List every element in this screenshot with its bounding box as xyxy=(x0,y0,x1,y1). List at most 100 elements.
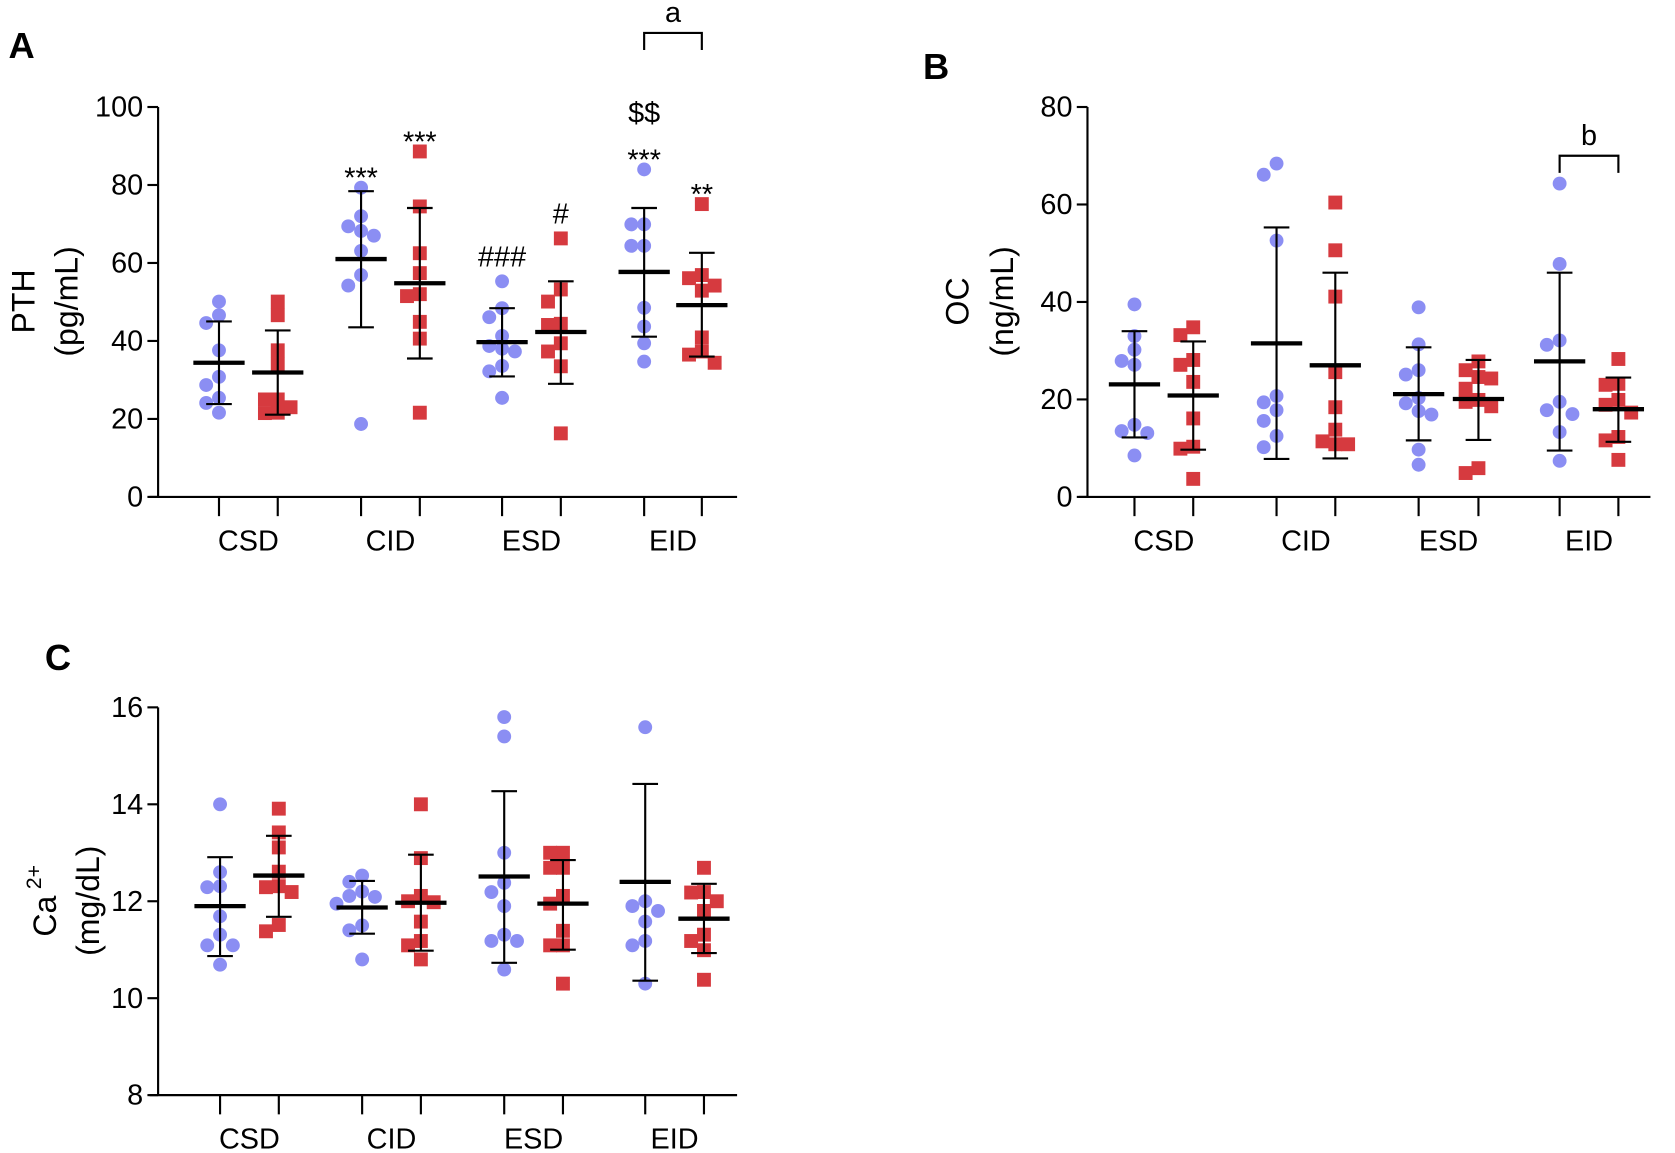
data-point-circle xyxy=(510,934,524,948)
y-tick-label: 40 xyxy=(1040,287,1072,319)
data-point-square xyxy=(271,801,286,816)
data-point-circle xyxy=(624,217,639,232)
data-point-square xyxy=(1484,399,1499,414)
data-point-square xyxy=(270,294,285,309)
data-point-circle xyxy=(1256,167,1271,182)
data-point-square xyxy=(556,976,570,991)
data-point-circle xyxy=(637,354,652,369)
data-point-square xyxy=(541,318,555,332)
data-point-square xyxy=(400,289,414,304)
data-point-square xyxy=(1598,433,1613,448)
data-point-circle xyxy=(1127,297,1142,312)
x-category-label: EID xyxy=(649,525,697,557)
significance-annotation: *** xyxy=(344,163,378,195)
x-category-label: CID xyxy=(1281,525,1331,557)
y-axis-units: (mg/dL) xyxy=(70,846,106,956)
y-axis-units: (pg/mL) xyxy=(48,246,84,356)
data-point-square xyxy=(541,344,555,359)
data-point-circle xyxy=(368,889,382,904)
data-point-circle xyxy=(225,938,240,953)
data-point-circle xyxy=(507,344,522,359)
y-axis-units: (ng/mL) xyxy=(984,246,1020,356)
panel-c: C 8 10 12 14 16 Ca 2+ (mg/dL) CSD CID ESD EID xyxy=(22,637,738,1153)
data-point-square xyxy=(1173,328,1188,343)
data-point-circle xyxy=(212,405,226,420)
data-point-circle xyxy=(354,417,369,431)
data-point-circle xyxy=(366,228,381,243)
data-point-square xyxy=(553,231,568,246)
data-point-square xyxy=(1471,461,1486,476)
x-category-label: CSD xyxy=(219,1124,280,1153)
data-point-square xyxy=(257,406,272,421)
data-point-square xyxy=(543,860,558,875)
data-point-square xyxy=(1484,371,1499,386)
y-tick-label: 100 xyxy=(95,92,143,124)
data-point-circle xyxy=(495,390,510,405)
comparison-bracket xyxy=(643,31,703,51)
data-point-circle xyxy=(213,957,228,972)
x-category-label: ESD xyxy=(504,1124,563,1153)
data-point-circle xyxy=(199,316,214,330)
data-point-circle xyxy=(1398,396,1413,411)
x-category-label: CSD xyxy=(1133,525,1194,557)
data-point-circle xyxy=(341,219,356,234)
panel-b: B 0 20 40 60 80 OC (ng/mL) CSD CID ESD EID b xyxy=(923,46,1651,557)
data-point-square xyxy=(684,885,699,900)
data-point-square xyxy=(1598,377,1613,392)
y-axis-title: Ca 2+ xyxy=(22,865,63,937)
panel-label: B xyxy=(923,46,949,87)
x-category-label: CID xyxy=(367,1124,417,1153)
data-point-circle xyxy=(638,720,653,735)
y-axis-title-main: PTH xyxy=(6,269,42,333)
data-point-circle xyxy=(1127,448,1142,463)
significance-annotation: $$ xyxy=(628,97,660,129)
data-point-square xyxy=(412,405,427,420)
data-point-circle xyxy=(1424,407,1439,422)
x-category-label: CSD xyxy=(218,525,279,557)
data-point-circle xyxy=(497,729,512,744)
data-point-square xyxy=(707,278,722,293)
panel-label: A xyxy=(9,25,35,66)
data-point-circle xyxy=(1539,403,1554,418)
data-point-circle xyxy=(637,162,652,177)
y-tick-label: 60 xyxy=(111,248,143,280)
data-point-square xyxy=(1173,357,1188,372)
data-point-square xyxy=(1328,195,1343,210)
data-point-circle xyxy=(342,888,357,903)
significance-annotation: *** xyxy=(627,144,661,176)
y-tick-label: 60 xyxy=(1040,189,1072,221)
data-point-circle xyxy=(200,938,215,953)
y-axis-title-main: Ca xyxy=(27,895,63,936)
data-point-circle xyxy=(1269,156,1284,171)
data-point-circle xyxy=(482,364,497,379)
data-point-square xyxy=(684,934,699,948)
data-point-square xyxy=(1611,352,1626,366)
x-category-label: ESD xyxy=(1419,525,1478,557)
y-axis-title: OC xyxy=(939,277,975,325)
data-point-square xyxy=(694,197,709,212)
significance-annotation: # xyxy=(553,198,569,230)
y-tick-label: 0 xyxy=(127,482,143,514)
y-tick-label: 0 xyxy=(1056,482,1072,514)
data-point-circle xyxy=(200,880,215,895)
data-point-square xyxy=(401,938,416,953)
data-point-square xyxy=(709,894,724,909)
data-point-square xyxy=(1315,434,1330,449)
data-point-circle xyxy=(212,308,226,323)
significance-annotation: ** xyxy=(691,179,713,211)
data-point-circle xyxy=(497,710,512,724)
data-point-square xyxy=(1458,381,1473,396)
data-point-circle xyxy=(212,294,226,309)
data-point-circle xyxy=(1539,337,1554,352)
data-point-square xyxy=(257,392,272,407)
data-point-circle xyxy=(1114,353,1129,368)
data-point-circle xyxy=(1552,453,1567,468)
y-tick-label: 12 xyxy=(111,886,143,918)
y-axis-title-superscript: 2+ xyxy=(22,865,46,889)
data-point-circle xyxy=(342,874,357,889)
data-point-circle xyxy=(624,238,639,253)
data-point-square xyxy=(1458,466,1473,480)
data-point-square xyxy=(697,860,711,875)
y-tick-label: 40 xyxy=(111,326,143,358)
